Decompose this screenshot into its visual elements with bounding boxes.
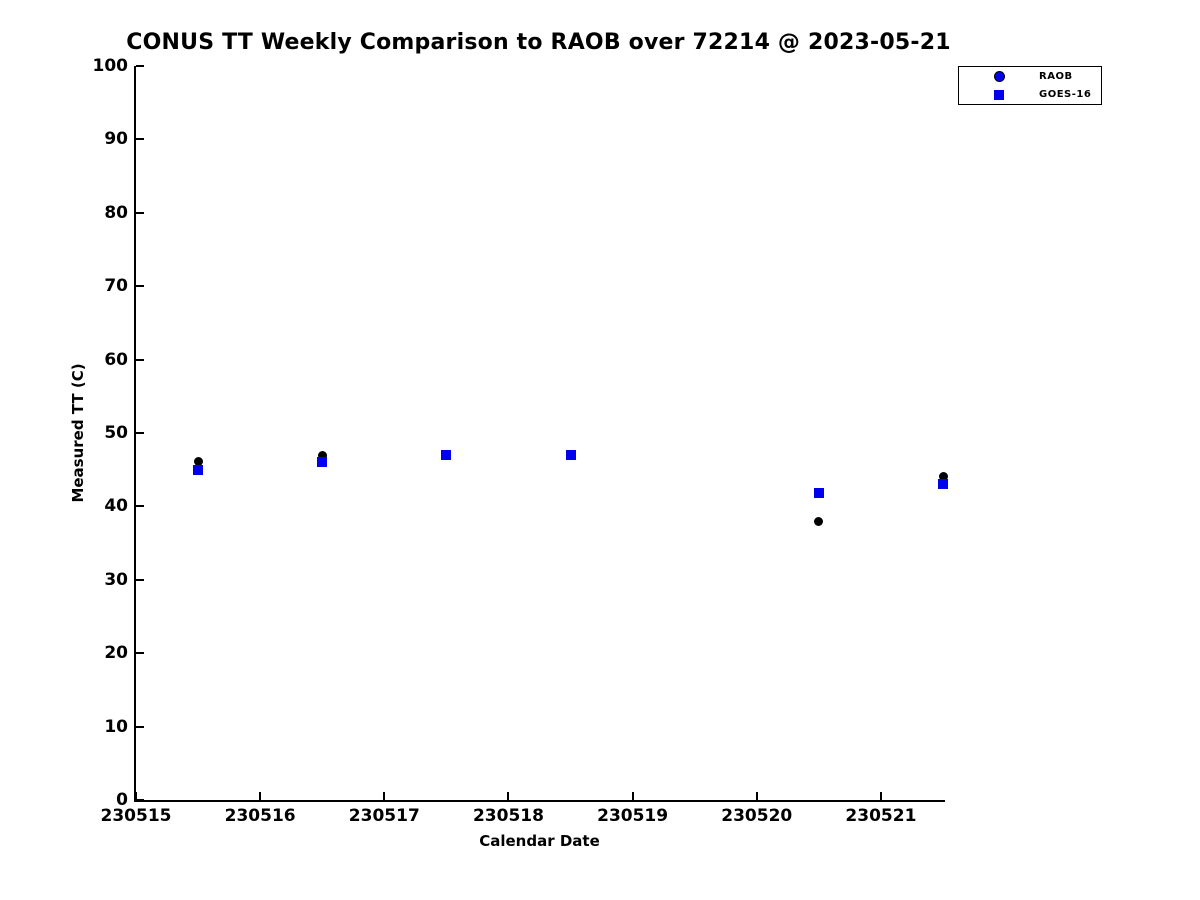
x-tick-mark	[755, 792, 758, 800]
y-tick-mark	[136, 799, 144, 801]
y-tick-mark	[136, 65, 144, 67]
goes-16-data-marker	[565, 450, 576, 461]
goes-16-data-marker	[813, 488, 824, 499]
x-axis-label: Calendar Date	[479, 832, 600, 850]
y-tick-mark	[136, 725, 144, 728]
legend: RAOB GOES-16	[958, 66, 1102, 105]
x-tick-label: 230519	[597, 806, 669, 826]
x-tick-mark	[383, 792, 386, 800]
legend-item-raob: RAOB	[959, 68, 1101, 86]
y-tick-label: 100	[92, 56, 129, 76]
x-tick-label: 230521	[845, 806, 917, 826]
y-tick-mark	[136, 211, 144, 214]
y-tick-label: 60	[104, 349, 128, 370]
x-tick-mark	[631, 792, 634, 800]
raob-data-marker	[193, 457, 203, 467]
goes-16-data-marker	[193, 465, 204, 476]
y-tick-label: 40	[104, 496, 128, 517]
y-tick-mark	[136, 505, 144, 508]
y-tick-label: 0	[116, 790, 128, 810]
legend-marker-cell	[959, 71, 1039, 82]
x-tick-label: 230517	[348, 806, 420, 826]
legend-item-goes16: GOES-16	[959, 86, 1101, 104]
y-tick-label: 30	[104, 569, 128, 590]
goes-16-square-icon	[994, 89, 1004, 100]
x-tick-label: 230516	[224, 806, 296, 826]
legend-label-raob: RAOB	[1039, 71, 1073, 82]
y-tick-mark	[136, 138, 144, 141]
y-tick-mark	[136, 652, 144, 655]
y-tick-label: 70	[104, 276, 128, 297]
raob-data-marker	[317, 451, 327, 461]
y-tick-mark	[136, 285, 144, 288]
x-tick-label: 230515	[100, 806, 172, 826]
goes-16-data-marker	[317, 457, 328, 468]
goes-16-data-marker	[938, 478, 948, 489]
y-tick-label: 10	[104, 716, 128, 737]
y-tick-label: 80	[104, 202, 128, 223]
chart-title: CONUS TT Weekly Comparison to RAOB over …	[126, 30, 951, 55]
x-tick-mark	[879, 792, 882, 800]
y-tick-label: 90	[104, 129, 128, 150]
raob-data-marker	[814, 516, 824, 526]
x-tick-mark	[259, 792, 262, 800]
y-tick-mark	[136, 578, 144, 581]
goes-16-data-marker	[441, 450, 452, 461]
raob-circle-icon	[993, 71, 1005, 82]
y-tick-mark	[136, 432, 144, 434]
legend-marker-cell	[959, 89, 1039, 100]
y-tick-mark	[136, 358, 144, 361]
x-axis-spine	[134, 800, 945, 802]
x-tick-label: 230518	[472, 806, 544, 826]
y-axis-spine	[134, 66, 136, 802]
legend-label-goes16: GOES-16	[1039, 89, 1092, 100]
x-tick-mark	[507, 792, 510, 800]
y-tick-label: 20	[104, 643, 128, 664]
x-tick-label: 230520	[721, 806, 793, 826]
y-tick-label: 50	[104, 423, 128, 443]
raob-data-marker	[938, 471, 948, 481]
x-tick-mark	[135, 792, 137, 800]
